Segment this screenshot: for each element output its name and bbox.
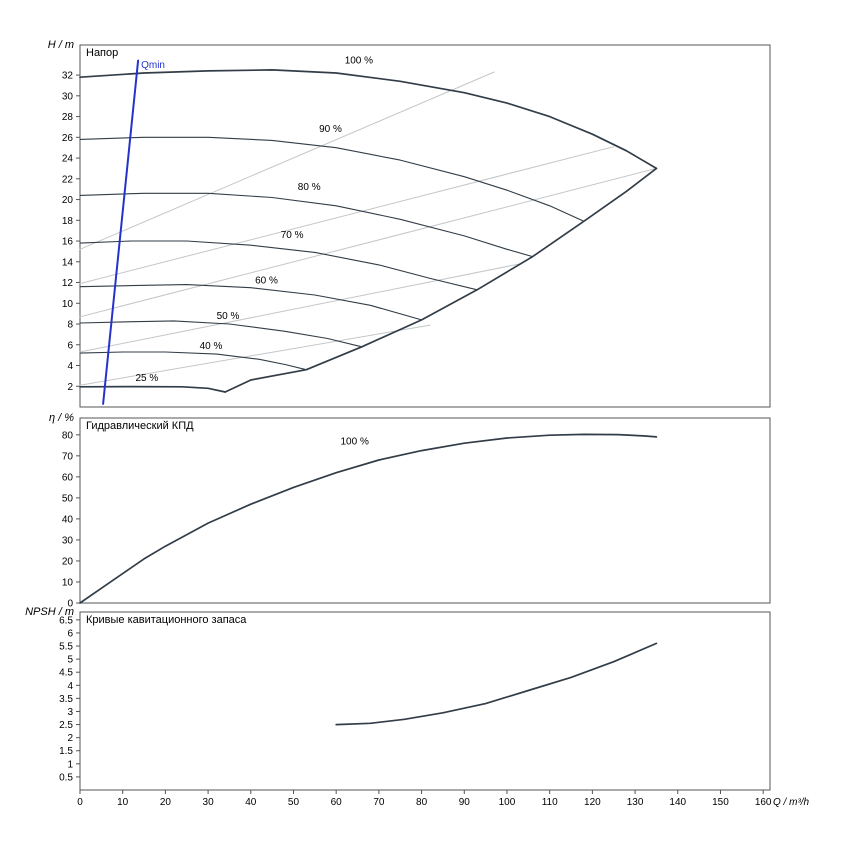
npsh-y-tick-label: 5 (67, 655, 73, 666)
x-tick-label: 130 (627, 797, 644, 808)
head-frame (79, 44, 771, 408)
head-curve-affinity-line-5 (79, 324, 431, 386)
head-curve-70 % (79, 240, 478, 291)
npsh-y-tick-label: 2 (67, 733, 73, 744)
head-annotation: 100 % (345, 56, 373, 67)
head-curve-Qmin (102, 59, 140, 405)
npsh-title: Кривые кавитационного запаса (86, 614, 247, 626)
x-tick-label: 60 (331, 797, 343, 808)
x-tick-label: 120 (584, 797, 601, 808)
npsh-y-tick-label: 3 (67, 707, 73, 718)
head-y-tick-label: 14 (62, 257, 74, 268)
npsh-y-tick-label: 1 (67, 759, 73, 770)
x-tick-label: 40 (245, 797, 257, 808)
head-annotation: 90 % (319, 124, 342, 135)
head-curve-max-flow-limit (224, 167, 658, 393)
head-curve-60 % (79, 284, 423, 321)
head-curve-100 % (79, 69, 658, 170)
npsh-y-tick-label: 4.5 (59, 668, 73, 679)
head-curve-80 % (79, 192, 534, 258)
head-curve-25 % (79, 385, 227, 393)
head-curve-affinity-line-3 (79, 167, 657, 318)
efficiency-frame (79, 417, 771, 604)
head-y-tick-label: 22 (62, 174, 74, 185)
npsh-panel: 0.5 1 1.5 2 2.5 3 3.5 4 4.5 5 5.5 6 6.5 Кривые кавита… (25, 606, 771, 791)
head-annotation: Qmin (141, 60, 165, 71)
head-y-tick-label: 6 (67, 340, 73, 351)
head-curve-50 % (79, 320, 363, 348)
npsh-frame (79, 611, 771, 791)
x-tick-label: 70 (373, 797, 385, 808)
efficiency-title: Гидравлический КПД (86, 420, 194, 432)
head-curve-affinity-line-4 (79, 263, 521, 353)
x-tick-label: 160 (755, 797, 772, 808)
head-y-tick-label: 32 (62, 71, 74, 82)
head-annotation: 70 % (281, 230, 304, 241)
efficiency-y-tick-label: 30 (62, 535, 74, 546)
head-annotation: 50 % (217, 311, 240, 322)
efficiency-y-tick-label: 80 (62, 430, 74, 441)
efficiency-y-tick-label: 0 (67, 599, 73, 610)
head-y-tick-label: 12 (62, 278, 74, 289)
npsh-y-tick-label: 3.5 (59, 694, 73, 705)
head-y-tick-label: 4 (67, 361, 73, 372)
efficiency-y-tick-label: 10 (62, 577, 74, 588)
efficiency-y-tick-label: 70 (62, 451, 74, 462)
head-annotation: 40 % (200, 341, 223, 352)
x-tick-label: 0 (77, 797, 83, 808)
head-y-tick-label: 30 (62, 91, 74, 102)
head-y-tick-label: 10 (62, 299, 74, 310)
head-annotation: 80 % (298, 182, 321, 193)
npsh-y-tick-label: 0.5 (59, 772, 73, 783)
efficiency-panel: 0 10 20 30 40 50 60 70 80 100 % Гидравлический КПД… (49, 412, 771, 610)
x-tick-label: 50 (288, 797, 300, 808)
head-annotation: 25 % (136, 373, 159, 384)
x-tick-label: 100 (499, 797, 516, 808)
efficiency-y-tick-label: 60 (62, 472, 74, 483)
npsh-y-tick-label: 6 (67, 628, 73, 639)
head-curve-90 % (79, 136, 585, 222)
head-curve-affinity-line-1 (79, 71, 495, 250)
npsh-curve-NPSH (335, 642, 658, 726)
head-y-tick-label: 20 (62, 195, 74, 206)
head-y-tick-label: 8 (67, 320, 73, 331)
head-y-axis-label: H / m (48, 39, 74, 51)
head-annotation: 60 % (255, 276, 278, 287)
npsh-y-tick-label: 1.5 (59, 746, 73, 757)
x-tick-label: 110 (542, 797, 558, 808)
npsh-y-tick-label: 4 (67, 681, 73, 692)
head-curve-40 % (79, 351, 307, 371)
npsh-y-axis-label: NPSH / m (25, 606, 74, 618)
x-tick-label: 30 (203, 797, 215, 808)
npsh-y-tick-label: 6.5 (59, 615, 73, 626)
x-tick-label: 80 (416, 797, 428, 808)
x-tick-label: 90 (459, 797, 471, 808)
head-y-tick-label: 2 (67, 382, 73, 393)
npsh-y-tick-label: 2.5 (59, 720, 73, 731)
head-y-tick-label: 16 (62, 237, 74, 248)
x-tick-label: 10 (117, 797, 129, 808)
efficiency-y-tick-label: 20 (62, 556, 74, 567)
x-tick-label: 20 (160, 797, 172, 808)
efficiency-curve-100 % (79, 433, 658, 604)
x-tick-label: 150 (712, 797, 729, 808)
efficiency-y-axis-label: η / % (49, 412, 74, 424)
efficiency-y-tick-label: 50 (62, 493, 74, 504)
npsh-y-tick-label: 5.5 (59, 642, 73, 653)
head-curve-affinity-line-2 (79, 146, 615, 285)
head-y-tick-label: 28 (62, 112, 74, 123)
head-y-tick-label: 18 (62, 216, 74, 227)
head-y-tick-label: 24 (62, 154, 74, 165)
efficiency-annotation: 100 % (341, 436, 369, 447)
head-y-tick-label: 26 (62, 133, 74, 144)
efficiency-y-tick-label: 40 (62, 514, 74, 525)
head-title: Напор (86, 47, 118, 59)
x-tick-label: 140 (669, 797, 686, 808)
x-axis-label: Q / m³/h (773, 797, 810, 808)
